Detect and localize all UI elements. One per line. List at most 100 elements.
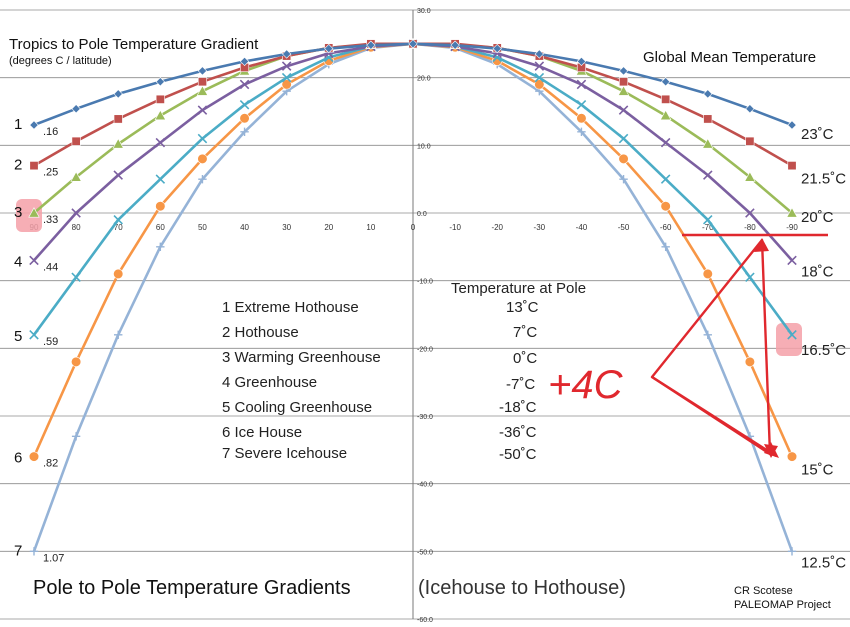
table-row-value: 13˚C xyxy=(506,299,539,316)
pole-temperature-header: Temperature at Pole xyxy=(451,280,587,297)
x-marker xyxy=(155,137,166,148)
square-marker xyxy=(113,114,123,124)
series-number-label: 7 xyxy=(14,542,22,559)
x-tick-label: 70 xyxy=(114,223,123,232)
x-marker xyxy=(29,255,39,266)
highlight-box-series-5 xyxy=(776,323,802,356)
x-marker xyxy=(745,208,755,218)
table-row-label: 6 Ice House xyxy=(222,424,303,441)
triangle-marker xyxy=(744,171,756,182)
square-marker xyxy=(703,114,713,124)
global-mean-temp-label: 23˚C xyxy=(801,126,834,143)
x-marker xyxy=(787,255,797,266)
table-row-value: -50˚C xyxy=(499,446,537,463)
circle-marker xyxy=(28,451,40,462)
diamond-marker xyxy=(282,49,292,59)
plus-marker xyxy=(661,242,670,252)
x-tick-label: -80 xyxy=(744,223,756,232)
x-tick-label: -30 xyxy=(534,223,546,232)
plus-marker xyxy=(703,330,712,339)
square-marker xyxy=(745,136,755,146)
x-tick-label: 20 xyxy=(324,223,333,232)
x-marker xyxy=(787,330,797,340)
bottom-subtitle: (Icehouse to Hothouse) xyxy=(418,577,626,599)
x-marker xyxy=(576,99,587,110)
x-marker xyxy=(197,133,208,144)
circle-marker xyxy=(239,113,250,124)
gradient-label: .82 xyxy=(43,458,58,470)
diamond-marker xyxy=(113,89,123,99)
table-row-label: 1 Extreme Hothouse xyxy=(222,299,359,316)
series-number-label: 5 xyxy=(14,328,22,345)
global-mean-temp-label: 18˚C xyxy=(801,263,834,280)
diamond-marker xyxy=(450,40,460,50)
x-marker xyxy=(618,133,629,144)
y-tick-label: -20.0 xyxy=(417,346,433,353)
square-marker xyxy=(155,94,165,104)
circle-marker xyxy=(197,153,208,164)
x-marker xyxy=(534,72,545,83)
circle-marker xyxy=(281,79,292,90)
table-row-label: 3 Warming Greenhouse xyxy=(222,349,381,366)
x-tick-label: 10 xyxy=(366,223,375,232)
circle-marker xyxy=(113,268,124,280)
triangle-marker xyxy=(659,109,672,121)
plus-marker xyxy=(114,330,123,339)
global-mean-temp-label: 15˚C xyxy=(801,462,834,479)
x-tick-label: -60 xyxy=(660,223,672,232)
x-marker xyxy=(660,137,671,148)
plus-marker xyxy=(198,174,207,184)
diamond-marker xyxy=(71,104,81,114)
y-tick-label: -40.0 xyxy=(417,482,433,489)
plus-marker xyxy=(619,174,628,184)
circle-marker xyxy=(71,356,82,367)
triangle-marker xyxy=(70,171,82,182)
diamond-marker xyxy=(366,40,376,50)
series-number-label: 3 xyxy=(14,204,22,221)
x-marker xyxy=(745,272,755,283)
diamond-marker xyxy=(408,39,418,49)
x-marker xyxy=(239,79,250,90)
y-tick-label: 30.0 xyxy=(417,8,431,15)
x-tick-label: 0 xyxy=(411,223,416,232)
highlight-box-series-3 xyxy=(16,199,42,232)
x-marker xyxy=(281,61,292,71)
x-tick-label: -20 xyxy=(491,223,503,232)
x-marker xyxy=(155,174,166,184)
bottom-title: Pole to Pole Temperature Gradients xyxy=(33,577,351,599)
y-tick-label: -50.0 xyxy=(417,549,433,556)
gradient-label: .33 xyxy=(43,214,58,226)
circle-marker xyxy=(744,356,755,367)
x-marker xyxy=(113,170,123,180)
gradient-label: .44 xyxy=(43,261,58,273)
x-marker xyxy=(71,208,81,218)
global-mean-temp-label: 21.5˚C xyxy=(801,171,846,188)
x-tick-label: 30 xyxy=(282,223,291,232)
x-tick-label: -40 xyxy=(576,223,588,232)
diamond-marker xyxy=(618,66,629,76)
gradient-label: .16 xyxy=(43,126,58,138)
series-number-label: 2 xyxy=(14,157,22,174)
x-marker xyxy=(576,79,587,90)
global-mean-temp-label: 12.5˚C xyxy=(801,554,846,571)
credit-author: CR Scotese xyxy=(734,585,793,597)
circle-marker xyxy=(660,201,671,212)
gradient-label: .25 xyxy=(43,167,58,179)
square-marker xyxy=(29,161,39,171)
plus-marker xyxy=(71,432,81,441)
diamond-marker xyxy=(787,120,797,130)
table-row-label: 7 Severe Icehouse xyxy=(222,445,348,462)
circle-marker xyxy=(702,268,713,280)
square-marker xyxy=(619,77,629,87)
circle-marker xyxy=(576,113,587,124)
triangle-marker xyxy=(112,138,124,149)
x-tick-label: 50 xyxy=(198,223,207,232)
square-marker xyxy=(787,161,797,171)
x-tick-label: -10 xyxy=(449,223,461,232)
plus-marker xyxy=(156,242,165,252)
diamond-marker xyxy=(661,77,671,87)
circle-marker xyxy=(618,153,629,164)
circle-marker xyxy=(534,79,545,90)
